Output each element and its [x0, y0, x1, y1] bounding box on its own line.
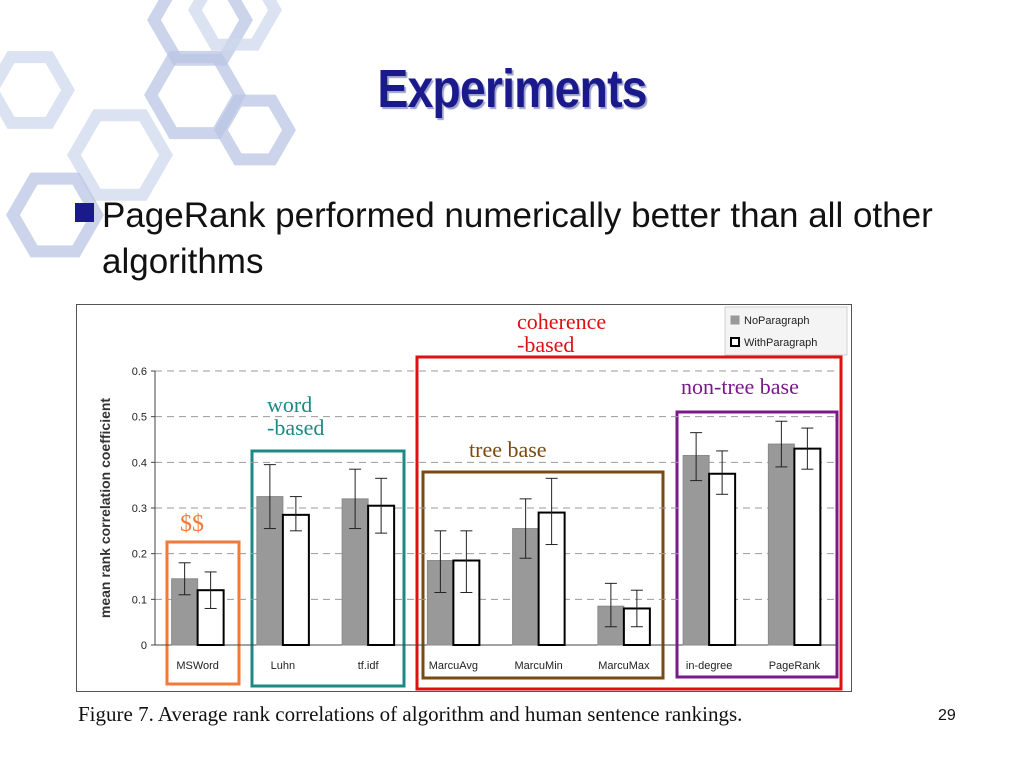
bar-NoParagraph-in-degree [682, 454, 710, 646]
annotation-line: coherence [517, 309, 606, 334]
legend: NoParagraph WithParagraph [724, 306, 848, 356]
square-bullet-icon [75, 203, 94, 222]
annotation-line: $$ [180, 511, 204, 537]
annotation-box-dollars [165, 540, 241, 686]
annotation-label-coherence: coherence -based [517, 309, 606, 357]
x-tick-label: in-degree [686, 660, 732, 672]
annotation-line: non-tree base [681, 374, 799, 399]
bar-WithParagraph-PageRank [793, 447, 822, 646]
legend-swatch-WithParagraph [730, 337, 740, 347]
figure-caption: Figure 7. Average rank correlations of a… [78, 702, 743, 726]
background-hexagon [0, 51, 75, 129]
annotation-label-word: word -based [267, 392, 324, 440]
y-tick-label: 0.2 [132, 549, 147, 561]
background-hexagon [67, 109, 173, 201]
bar-NoParagraph-PageRank [767, 443, 795, 646]
bullet-text: PageRank performed numerically better th… [102, 196, 933, 281]
bar-WithParagraph-Luhn [281, 513, 310, 646]
figure-frame: 0 0.1 0.2 0.3 0.4 0.5 0.6 mean rank correlation… [76, 304, 852, 692]
x-tick-label: MarcuMin [514, 660, 562, 672]
background-hexagon [6, 172, 104, 258]
legend-label-NoParagraph: NoParagraph [744, 315, 809, 327]
legend-label-WithParagraph: WithParagraph [744, 337, 817, 349]
annotation-label-tree: tree base [469, 437, 547, 462]
bar-WithParagraph-in-degree [708, 472, 737, 646]
annotation-label-dollars: $$ [180, 511, 204, 537]
annotation-line: -based [267, 415, 324, 440]
legend-box [724, 306, 848, 356]
x-tick-label: MarcuAvg [429, 660, 478, 672]
y-tick-label: 0.5 [132, 412, 147, 424]
y-tick-label: 0.3 [132, 503, 147, 515]
annotation-line: tree base [469, 437, 547, 462]
x-tick-label: MSWord [176, 660, 219, 672]
x-tick-label: Luhn [271, 660, 295, 672]
annotation-line: -based [517, 332, 574, 357]
annotation-line: word [267, 392, 312, 417]
annotation-label-nontree: non-tree base [681, 374, 799, 399]
y-tick-label: 0 [141, 640, 147, 652]
background-hexagon [214, 94, 296, 166]
y-tick-label: 0.6 [132, 366, 147, 378]
page-number: 29 [938, 707, 956, 724]
y-tick-label: 0.1 [132, 594, 147, 606]
x-tick-label: MarcuMax [598, 660, 650, 672]
bar-chart: 0 0.1 0.2 0.3 0.4 0.5 0.6 mean rank correlation… [97, 306, 848, 691]
y-tick-label: 0.4 [132, 457, 147, 469]
x-tick-label: tf.idf [358, 660, 380, 672]
annotation-box-word [250, 449, 406, 688]
annotation-box-tree [421, 470, 665, 680]
bar-WithParagraph-MSWord [196, 589, 225, 647]
y-axis-label: mean rank correlation coefficient [97, 398, 113, 619]
background-hexagon [188, 0, 282, 51]
legend-swatch-NoParagraph [730, 315, 740, 325]
annotation-box-coherence [415, 355, 843, 691]
x-tick-label: PageRank [769, 660, 821, 672]
annotation-box-nontree [675, 410, 839, 679]
slide-title: Experiments [377, 59, 647, 119]
